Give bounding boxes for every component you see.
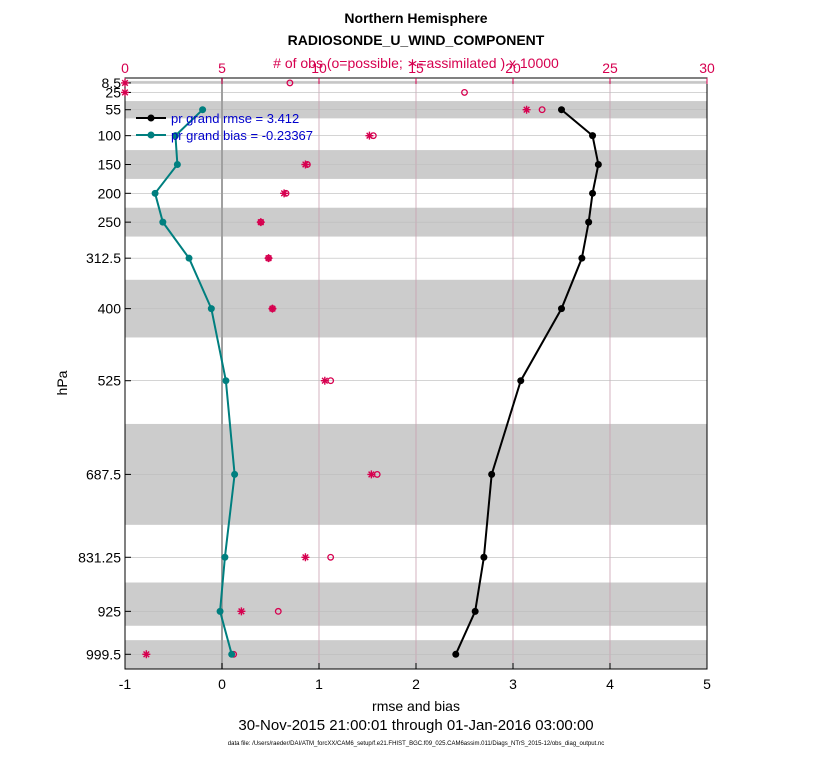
top-tick-label: 30 xyxy=(699,60,715,76)
bias-line xyxy=(153,108,236,655)
bias-point xyxy=(216,607,224,615)
chart-subtitle: RADIOSONDE_U_WIND_COMPONENT xyxy=(288,32,545,48)
date-range: 30-Nov-2015 21:00:01 through 01-Jan-2016… xyxy=(238,717,593,734)
y-tick-label: 100 xyxy=(98,128,122,144)
y-tick-label: 400 xyxy=(98,301,122,317)
data-file-footer: data file: /Users/raeder/DAI/ATM_forcXX/… xyxy=(228,741,604,747)
top-tick-label: 15 xyxy=(408,60,424,76)
rmse-point xyxy=(558,305,565,313)
obs-assimilated-marker xyxy=(256,218,265,227)
obs-possible-marker xyxy=(327,553,335,561)
top-tick-label: 10 xyxy=(311,60,327,76)
y-tick-label: 25 xyxy=(105,84,121,100)
y-tick-label: 55 xyxy=(105,102,121,118)
rmse-line xyxy=(454,108,600,655)
legend: pr grand rmse = 3.412 pr grand bias = -0.… xyxy=(136,111,313,143)
x-tick-label: 2 xyxy=(412,676,420,692)
bias-point xyxy=(173,160,181,168)
y-tick-label: 200 xyxy=(98,185,122,201)
obs-possible-marker xyxy=(461,88,468,96)
x-tick-label: 0 xyxy=(218,676,226,692)
y-tick-label: 150 xyxy=(98,156,122,172)
obs-possible-marker xyxy=(274,607,282,615)
legend-marker xyxy=(147,114,155,122)
bias-point xyxy=(207,305,215,313)
rmse-point xyxy=(488,470,496,478)
rmse-point xyxy=(578,254,586,262)
rmse-point xyxy=(480,553,488,561)
plot-area: -1 0 1 2 3 4 50 5 10 15 20 25 308.525551001502002503… xyxy=(78,60,715,692)
x-tick-label: 4 xyxy=(606,676,614,692)
obs-assimilated-marker xyxy=(320,376,329,385)
obs-assimilated-marker xyxy=(301,553,310,562)
obs-assimilated-marker xyxy=(280,189,289,198)
y-axis-label: hPa xyxy=(54,370,70,395)
y-tick-label: 250 xyxy=(98,214,122,230)
rmse-point xyxy=(517,377,525,385)
x-tick-label: 5 xyxy=(703,676,711,692)
bias-point xyxy=(171,132,179,140)
obs-assimilated-marker xyxy=(301,160,310,169)
chart-title: Northern Hemisphere xyxy=(344,10,487,26)
y-tick-label: 312.5 xyxy=(86,250,121,266)
rmse-point xyxy=(558,106,565,114)
rmse-point xyxy=(594,160,602,168)
bias-point xyxy=(199,106,207,114)
y-tick-label: 831.25 xyxy=(78,549,121,565)
y-tick-label: 525 xyxy=(98,373,122,389)
top-tick-label: 5 xyxy=(218,60,226,76)
rmse-point xyxy=(589,189,597,197)
y-tick-label: 999.5 xyxy=(86,646,121,662)
obs-assimilated-marker xyxy=(121,88,129,97)
bias-point xyxy=(222,377,230,385)
bias-point xyxy=(185,254,193,262)
obs-assimilated-marker xyxy=(268,304,277,313)
x-axis-label: rmse and bias xyxy=(372,698,460,714)
rmse-point xyxy=(452,650,460,658)
legend-entry: pr grand bias = -0.23367 xyxy=(171,128,313,143)
obs-possible-marker xyxy=(286,79,294,87)
top-tick-label: 20 xyxy=(505,60,521,76)
obs-assimilated-marker xyxy=(142,650,151,659)
bias-point xyxy=(151,189,159,197)
obs-assimilated-marker xyxy=(121,78,129,87)
y-tick-label: 925 xyxy=(98,603,122,619)
obs-assimilated-marker xyxy=(365,131,374,140)
top-axis-label: # of obs (o=possible; ∗=assimilated ) x … xyxy=(273,55,559,71)
obs-assimilated-marker xyxy=(264,254,273,263)
legend-entry: pr grand rmse = 3.412 xyxy=(171,111,299,126)
x-tick-label: 3 xyxy=(509,676,517,692)
obs-possible-marker xyxy=(538,106,546,114)
x-tick-label: 1 xyxy=(315,676,323,692)
bias-point xyxy=(221,553,229,561)
top-tick-label: 0 xyxy=(121,60,129,76)
bias-point xyxy=(159,218,167,226)
obs-assimilated-marker xyxy=(522,105,531,114)
obs-assimilated-marker xyxy=(237,607,246,616)
bias-point xyxy=(228,650,236,658)
legend-marker xyxy=(147,131,155,139)
bias-point xyxy=(231,470,239,478)
rmse-point xyxy=(589,132,597,140)
obs-assimilated-marker xyxy=(367,470,376,479)
y-tick-label: 687.5 xyxy=(86,466,121,482)
rmse-point xyxy=(585,218,593,226)
x-tick-label: -1 xyxy=(119,676,132,692)
top-tick-label: 25 xyxy=(602,60,618,76)
rmse-point xyxy=(471,607,479,615)
y-tick-label: 8.5 xyxy=(102,75,122,91)
